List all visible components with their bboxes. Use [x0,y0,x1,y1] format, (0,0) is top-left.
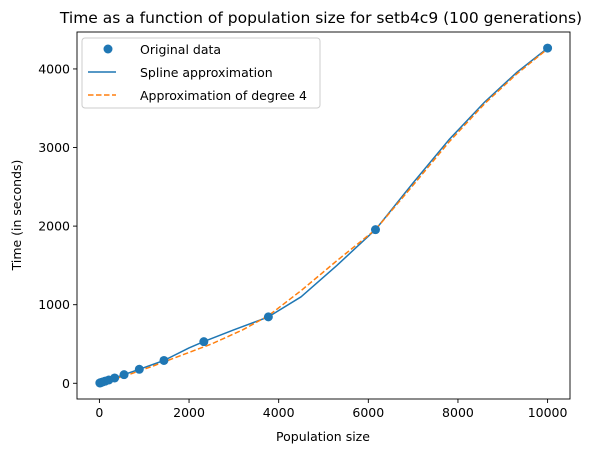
x-tick-label: 4000 [263,405,295,420]
data-point-original [110,373,120,383]
y-tick-label: 1000 [38,297,70,312]
y-tick-label: 0 [62,376,70,391]
data-point-original [119,370,129,380]
x-tick-label: 10000 [528,405,568,420]
data-point-original [199,337,209,347]
data-point-original [543,43,553,53]
series-layer [95,43,553,388]
x-tick-label: 2000 [173,405,205,420]
legend-marker-original-data [103,44,113,54]
legend-box [81,37,321,109]
data-point-original [134,364,144,374]
data-point-original [263,312,273,322]
legend-label-spline: Spline approximation [140,65,273,80]
plot-frame [76,31,571,400]
x-tick-label: 0 [95,405,103,420]
data-point-original [370,225,380,235]
y-tick-label: 2000 [38,219,70,234]
data-point-original [159,355,169,365]
chart-title: Time as a function of population size fo… [59,9,582,27]
legend: Original data Spline approximation Appro… [81,37,321,109]
legend-label-degree-4: Approximation of degree 4 [140,88,307,103]
legend-label-original-data: Original data [140,42,221,57]
x-axis-label: Population size [276,429,370,444]
x-tick-label: 8000 [442,405,474,420]
plot-area: 0 2000 4000 6000 8000 10000 0 1000 2000 3000 4000 [38,31,571,420]
x-tick-label: 6000 [352,405,384,420]
y-tick-label: 4000 [38,61,70,76]
y-axis-label: Time (in seconds) [9,160,24,272]
y-tick-label: 3000 [38,140,70,155]
y-axis-ticks: 0 1000 2000 3000 4000 [38,61,77,391]
x-axis-ticks: 0 2000 4000 6000 8000 10000 [95,399,568,420]
